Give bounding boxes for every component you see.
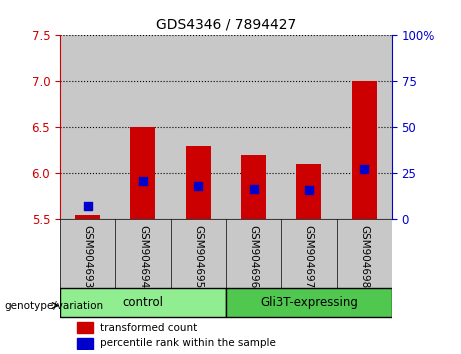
Bar <box>186 146 211 219</box>
Point <box>84 203 91 209</box>
Point <box>305 187 313 193</box>
Bar <box>115 35 171 219</box>
Bar <box>130 127 155 219</box>
Bar <box>226 219 281 290</box>
Bar <box>337 35 392 219</box>
Bar <box>281 219 337 290</box>
Text: genotype/variation: genotype/variation <box>5 301 104 311</box>
Bar <box>171 219 226 290</box>
Text: percentile rank within the sample: percentile rank within the sample <box>100 338 276 348</box>
Point <box>195 183 202 189</box>
Title: GDS4346 / 7894427: GDS4346 / 7894427 <box>156 17 296 32</box>
Bar <box>281 35 337 219</box>
Bar <box>60 288 226 317</box>
Text: control: control <box>123 296 163 309</box>
Text: GSM904696: GSM904696 <box>248 225 259 289</box>
Text: GSM904698: GSM904698 <box>359 225 369 289</box>
Bar <box>171 35 226 219</box>
Text: GSM904694: GSM904694 <box>138 225 148 289</box>
Bar <box>60 35 115 219</box>
Bar <box>241 155 266 219</box>
Text: Gli3T-expressing: Gli3T-expressing <box>260 296 358 309</box>
Point <box>250 186 257 192</box>
Bar <box>115 219 171 290</box>
Text: GSM904695: GSM904695 <box>193 225 203 289</box>
Bar <box>77 322 93 333</box>
Point <box>139 178 147 184</box>
Bar <box>60 219 115 290</box>
Point <box>361 166 368 172</box>
Bar <box>226 288 392 317</box>
Bar <box>226 35 281 219</box>
Bar <box>337 219 392 290</box>
Bar <box>352 81 377 219</box>
Bar <box>75 215 100 219</box>
Bar <box>77 338 93 349</box>
Text: transformed count: transformed count <box>100 322 197 332</box>
Bar <box>296 164 321 219</box>
Text: GSM904697: GSM904697 <box>304 225 314 289</box>
Text: GSM904693: GSM904693 <box>83 225 93 289</box>
